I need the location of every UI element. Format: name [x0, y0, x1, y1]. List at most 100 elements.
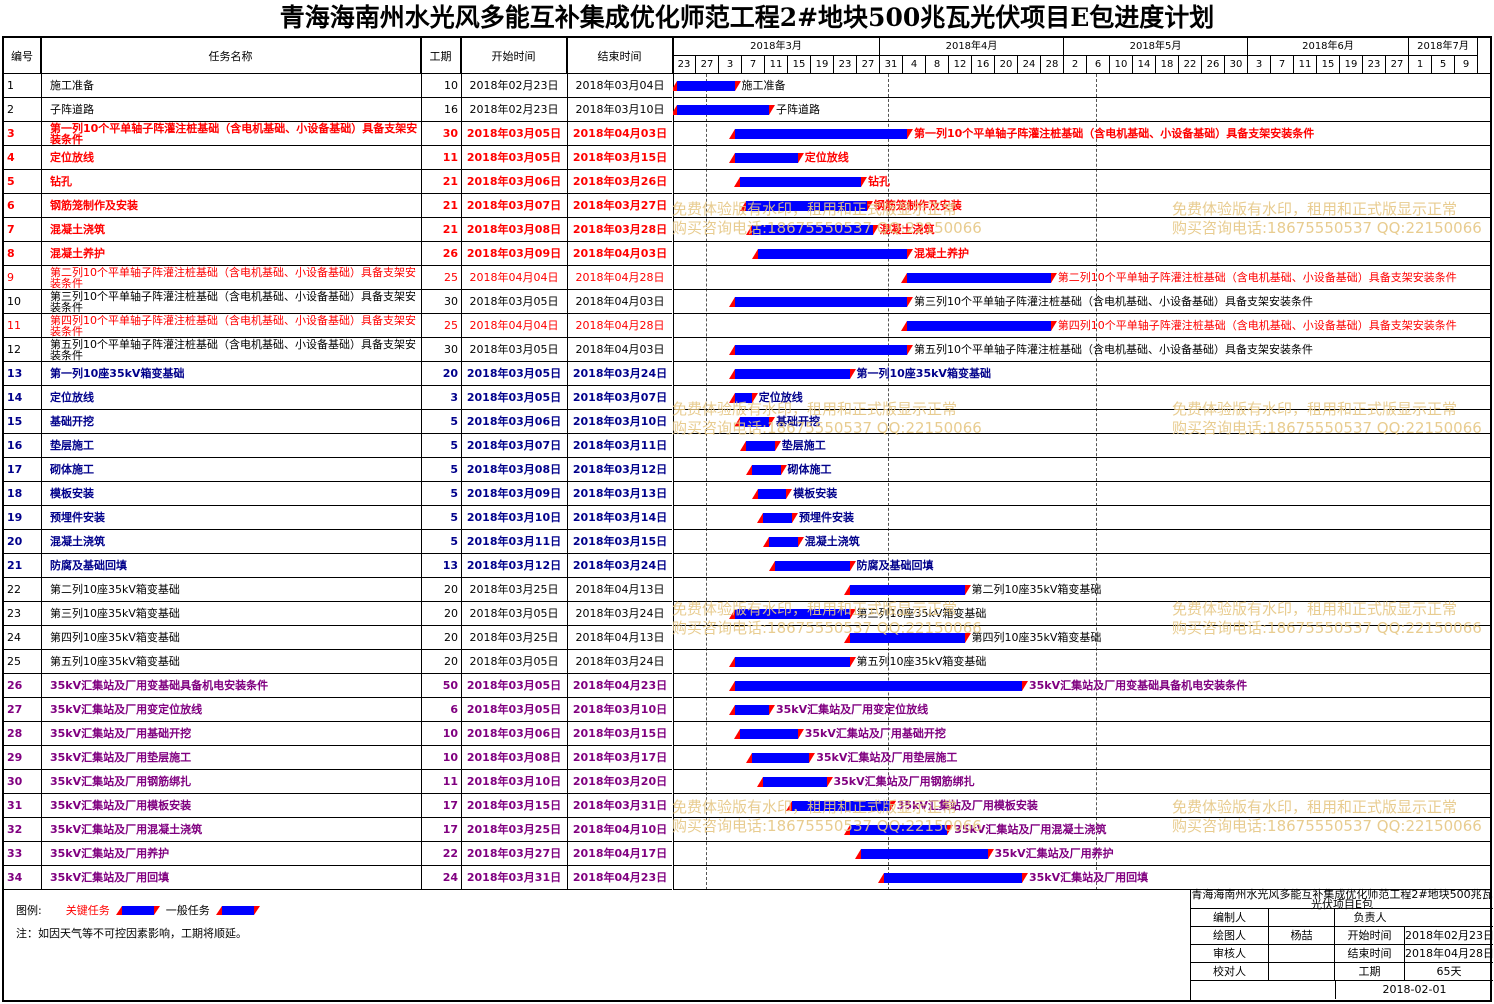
- task-name[interactable]: 第二列10个平单轴子阵灌注桩基础（含电机基础、小设备基础）具备支架安装条件: [50, 266, 416, 289]
- table-row[interactable]: 26 35kV汇集站及厂用变基础具备机电安装条件 50 2018年03月05日 2018…: [4, 674, 672, 698]
- gantt-bar[interactable]: [843, 585, 971, 595]
- task-name[interactable]: 35kV汇集站及厂用变基础具备机电安装条件: [50, 679, 269, 692]
- header-start[interactable]: 开始时间: [461, 38, 567, 74]
- table-row[interactable]: 15 基础开挖 5 2018年03月06日 2018年03月10日: [4, 410, 672, 434]
- header-id[interactable]: 编号: [4, 38, 41, 74]
- gantt-bar[interactable]: [901, 321, 1057, 331]
- gantt-bar[interactable]: [740, 201, 873, 211]
- table-row[interactable]: 8 混凝土养护 26 2018年03月09日 2018年04月03日: [4, 242, 672, 266]
- task-name[interactable]: 第二列10座35kV箱变基础: [50, 583, 180, 596]
- table-row[interactable]: 34 35kV汇集站及厂用回填 24 2018年03月31日 2018年04月23日: [4, 866, 672, 890]
- gantt-bar[interactable]: [751, 489, 792, 499]
- task-name[interactable]: 防腐及基础回填: [50, 559, 127, 572]
- gantt-bar[interactable]: [728, 297, 913, 307]
- task-name[interactable]: 第四列10个平单轴子阵灌注桩基础（含电机基础、小设备基础）具备支架安装条件: [50, 314, 416, 337]
- task-name[interactable]: 第三列10座35kV箱变基础: [50, 607, 180, 620]
- task-name[interactable]: 第一列10个平单轴子阵灌注桩基础（含电机基础、小设备基础）具备支架安装条件: [50, 122, 418, 145]
- task-name[interactable]: 施工准备: [50, 79, 94, 92]
- gantt-bar[interactable]: [878, 873, 1028, 883]
- table-row[interactable]: 31 35kV汇集站及厂用模板安装 17 2018年03月15日 2018年03月31日: [4, 794, 672, 818]
- gantt-bar[interactable]: [901, 273, 1057, 283]
- table-row[interactable]: 11 第四列10个平单轴子阵灌注桩基础（含电机基础、小设备基础）具备支架安装条件 2…: [4, 314, 672, 338]
- table-row[interactable]: 3 第一列10个平单轴子阵灌注桩基础（含电机基础、小设备基础）具备支架安装条件 30…: [4, 122, 672, 146]
- gantt-bar[interactable]: [728, 393, 759, 403]
- task-name[interactable]: 第五列10座35kV箱变基础: [50, 655, 180, 668]
- table-row[interactable]: 16 垫层施工 5 2018年03月07日 2018年03月11日: [4, 434, 672, 458]
- header-name[interactable]: 任务名称: [41, 38, 421, 74]
- gantt-bar[interactable]: [728, 681, 1028, 691]
- gantt-bar[interactable]: [740, 441, 781, 451]
- gantt-bar[interactable]: [757, 777, 833, 787]
- task-name[interactable]: 35kV汇集站及厂用养护: [50, 847, 170, 860]
- table-row[interactable]: 10 第三列10个平单轴子阵灌注桩基础（含电机基础、小设备基础）具备支架安装条件 3…: [4, 290, 672, 314]
- task-name[interactable]: 定位放线: [50, 151, 94, 164]
- table-row[interactable]: 5 钻孔 21 2018年03月06日 2018年03月26日: [4, 170, 672, 194]
- table-row[interactable]: 17 砌体施工 5 2018年03月08日 2018年03月12日: [4, 458, 672, 482]
- task-name[interactable]: 混凝土浇筑: [50, 535, 105, 548]
- gantt-bar[interactable]: [763, 537, 804, 547]
- table-row[interactable]: 12 第五列10个平单轴子阵灌注桩基础（含电机基础、小设备基础）具备支架安装条件 3…: [4, 338, 672, 362]
- table-row[interactable]: 22 第二列10座35kV箱变基础 20 2018年03月25日 2018年04月13日: [4, 578, 672, 602]
- task-name[interactable]: 垫层施工: [50, 439, 94, 452]
- task-name[interactable]: 35kV汇集站及厂用回填: [50, 871, 170, 884]
- gantt-bar[interactable]: [757, 513, 798, 523]
- table-row[interactable]: 23 第三列10座35kV箱变基础 20 2018年03月05日 2018年03月24日: [4, 602, 672, 626]
- gantt-bar[interactable]: [734, 417, 775, 427]
- table-row[interactable]: 9 第二列10个平单轴子阵灌注桩基础（含电机基础、小设备基础）具备支架安装条件 25…: [4, 266, 672, 290]
- task-name[interactable]: 子阵道路: [50, 103, 94, 116]
- task-name[interactable]: 定位放线: [50, 391, 94, 404]
- task-name[interactable]: 35kV汇集站及厂用混凝土浇筑: [50, 823, 203, 836]
- task-name[interactable]: 钢筋笼制作及安装: [50, 199, 138, 212]
- task-name[interactable]: 钻孔: [50, 175, 72, 188]
- gantt-bar[interactable]: [745, 225, 879, 235]
- table-row[interactable]: 4 定位放线 11 2018年03月05日 2018年03月15日: [4, 146, 672, 170]
- task-name[interactable]: 基础开挖: [50, 415, 94, 428]
- gantt-bar[interactable]: [728, 369, 856, 379]
- task-name[interactable]: 35kV汇集站及厂用基础开挖: [50, 727, 192, 740]
- task-name[interactable]: 预埋件安装: [50, 511, 105, 524]
- gantt-bar[interactable]: [843, 633, 971, 643]
- gantt-bar[interactable]: [734, 177, 867, 187]
- table-row[interactable]: 6 钢筋笼制作及安装 21 2018年03月07日 2018年03月27日: [4, 194, 672, 218]
- table-row[interactable]: 19 预埋件安装 5 2018年03月10日 2018年03月14日: [4, 506, 672, 530]
- header-duration[interactable]: 工期: [421, 38, 461, 74]
- task-name[interactable]: 35kV汇集站及厂用模板安装: [50, 799, 192, 812]
- gantt-bar[interactable]: [768, 561, 856, 571]
- task-name[interactable]: 砌体施工: [50, 463, 94, 476]
- task-name[interactable]: 混凝土养护: [50, 247, 105, 260]
- table-row[interactable]: 13 第一列10座35kV箱变基础 20 2018年03月05日 2018年03月24日: [4, 362, 672, 386]
- table-row[interactable]: 25 第五列10座35kV箱变基础 20 2018年03月05日 2018年03月24日: [4, 650, 672, 674]
- table-row[interactable]: 27 35kV汇集站及厂用变定位放线 6 2018年03月05日 2018年03月10日: [4, 698, 672, 722]
- table-row[interactable]: 29 35kV汇集站及厂用垫层施工 10 2018年03月08日 2018年03月17日: [4, 746, 672, 770]
- gantt-bar[interactable]: [728, 153, 805, 163]
- gantt-bar[interactable]: [855, 849, 993, 859]
- task-name[interactable]: 35kV汇集站及厂用钢筋绑扎: [50, 775, 192, 788]
- gantt-bar[interactable]: [728, 345, 913, 355]
- gantt-bar[interactable]: [728, 705, 775, 715]
- table-row[interactable]: 28 35kV汇集站及厂用基础开挖 10 2018年03月06日 2018年03月15日: [4, 722, 672, 746]
- table-row[interactable]: 33 35kV汇集站及厂用养护 22 2018年03月27日 2018年04月17日: [4, 842, 672, 866]
- gantt-bar[interactable]: [843, 825, 953, 835]
- gantt-bar[interactable]: [786, 801, 896, 811]
- task-name[interactable]: 第三列10个平单轴子阵灌注桩基础（含电机基础、小设备基础）具备支架安装条件: [50, 290, 416, 313]
- table-row[interactable]: 14 定位放线 3 2018年03月05日 2018年03月07日: [4, 386, 672, 410]
- header-end[interactable]: 结束时间: [567, 38, 673, 74]
- table-row[interactable]: 7 混凝土浇筑 21 2018年03月08日 2018年03月28日: [4, 218, 672, 242]
- gantt-bar[interactable]: [728, 609, 856, 619]
- table-row[interactable]: 18 模板安装 5 2018年03月09日 2018年03月13日: [4, 482, 672, 506]
- task-name[interactable]: 35kV汇集站及厂用垫层施工: [50, 751, 192, 764]
- gantt-bar[interactable]: [745, 753, 815, 763]
- task-name[interactable]: 35kV汇集站及厂用变定位放线: [50, 703, 203, 716]
- table-row[interactable]: 32 35kV汇集站及厂用混凝土浇筑 17 2018年03月25日 2018年04月10…: [4, 818, 672, 842]
- gantt-bar[interactable]: [745, 465, 787, 475]
- gantt-bar[interactable]: [751, 249, 913, 259]
- table-row[interactable]: 2 子阵道路 16 2018年02月23日 2018年03月10日: [4, 98, 672, 122]
- gantt-bar[interactable]: [673, 81, 740, 91]
- task-name[interactable]: 第四列10座35kV箱变基础: [50, 631, 180, 644]
- task-name[interactable]: 模板安装: [50, 487, 94, 500]
- table-row[interactable]: 21 防腐及基础回填 13 2018年03月12日 2018年03月24日: [4, 554, 672, 578]
- table-row[interactable]: 30 35kV汇集站及厂用钢筋绑扎 11 2018年03月10日 2018年03月20日: [4, 770, 672, 794]
- gantt-bar[interactable]: [728, 657, 856, 667]
- task-name[interactable]: 混凝土浇筑: [50, 223, 105, 236]
- table-row[interactable]: 24 第四列10座35kV箱变基础 20 2018年03月25日 2018年04月13日: [4, 626, 672, 650]
